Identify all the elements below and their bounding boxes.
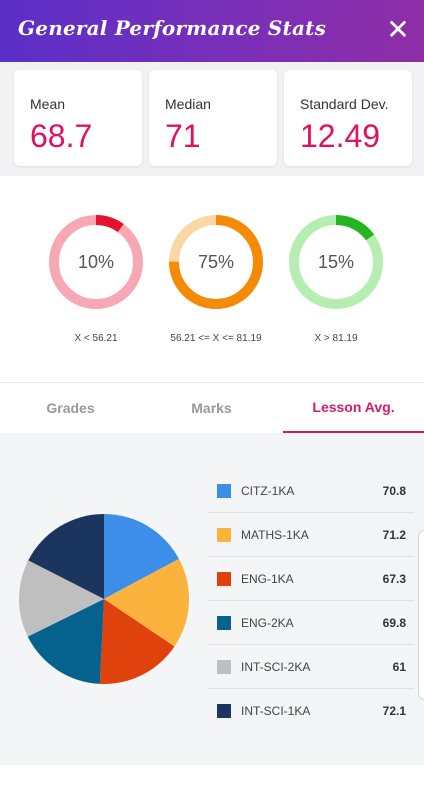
legend-swatch <box>217 483 231 498</box>
close-button[interactable]: ✕ <box>382 14 414 46</box>
legend-item-citz-1ka[interactable]: CITZ-1KA 70.8 <box>207 469 414 513</box>
pie-slice-eng-2ka[interactable] <box>27 599 104 684</box>
pie-slice-eng-1ka[interactable] <box>99 599 175 684</box>
legend-item-eng-1ka[interactable]: ENG-1KA 67.3 <box>207 557 414 601</box>
legend-label: MATHS-1KA <box>241 527 309 542</box>
pie-slice-citz-1ka[interactable] <box>104 514 179 599</box>
legend-swatch <box>217 571 231 586</box>
legend-label: ENG-2KA <box>241 615 294 630</box>
donut-high: 15% <box>288 214 384 310</box>
legend-value: 61 <box>392 659 406 674</box>
donut-low-percent: 10% <box>77 251 115 272</box>
legend-value: 67.3 <box>382 571 406 586</box>
legend-label: CITZ-1KA <box>241 483 295 498</box>
summary-stats: Mean 68.7 Median 71 Standard Dev. 12.49 <box>0 62 424 176</box>
pie-slice-int-sci-2ka[interactable] <box>19 560 104 637</box>
close-icon: ✕ <box>386 14 410 45</box>
donut-low-ring <box>49 215 143 309</box>
donut-mid-ring <box>169 215 263 309</box>
legend-swatch <box>217 704 231 718</box>
legend-item-eng-2ka[interactable]: ENG-2KA 69.8 <box>207 601 414 645</box>
page-title: General Performance Stats <box>18 16 327 40</box>
tab-lesson-avg[interactable]: Lesson Avg. <box>283 383 424 433</box>
median-value: 71 <box>165 118 201 154</box>
donut-high-ring <box>289 215 383 309</box>
tab-bar: Grades Marks Lesson Avg. <box>0 383 424 433</box>
donut-low: 10% <box>48 214 144 310</box>
legend-label: INT-SCI-2KA <box>241 659 311 674</box>
legend-label: ENG-1KA <box>241 571 294 586</box>
legend-swatch <box>217 659 231 674</box>
donut-mid-percent: 75% <box>197 251 235 272</box>
mean-label: Mean <box>30 96 66 112</box>
std-dev-label: Standard Dev. <box>300 96 389 112</box>
legend-swatch <box>217 527 231 542</box>
donut-high-percent: 15% <box>317 251 355 272</box>
tab-grades[interactable]: Grades <box>46 400 95 416</box>
pie-slice-int-sci-1ka[interactable] <box>28 514 105 599</box>
pie-legend: CITZ-1KA 70.8 MATHS-1KA 71.2 ENG-1KA 67.3 ENG-… <box>207 469 414 733</box>
legend-item-maths-1ka[interactable]: MATHS-1KA 71.2 <box>207 513 414 557</box>
legend-value: 72.1 <box>382 704 406 718</box>
section-divider <box>0 382 424 383</box>
median-label: Median <box>165 96 211 112</box>
lesson-avg-panel: CITZ-1KA 70.8 MATHS-1KA 71.2 ENG-1KA 67.3 ENG-… <box>0 433 424 765</box>
legend-item-int-sci-1ka[interactable]: INT-SCI-1KA 72.1 <box>207 689 414 733</box>
legend-value: 70.8 <box>382 483 406 498</box>
std-dev-card: Standard Dev. 12.49 <box>284 70 412 166</box>
lesson-avg-pie-chart <box>19 514 189 684</box>
legend-value: 69.8 <box>382 615 406 630</box>
donut-high-range: X > 81.19 <box>314 333 358 344</box>
median-card: Median 71 <box>149 70 277 166</box>
distribution-donuts: 10% X < 56.21 75% 56.21 <= X <= 81.19 15… <box>0 176 424 382</box>
std-dev-value: 12.49 <box>300 118 381 154</box>
mean-card: Mean 68.7 <box>14 70 142 166</box>
donut-mid-range: 56.21 <= X <= 81.19 <box>170 333 262 344</box>
legend-value: 71.2 <box>382 527 406 542</box>
header-bar: General Performance Stats ✕ <box>0 0 424 62</box>
legend-swatch <box>217 615 231 630</box>
donut-mid: 75% <box>168 214 264 310</box>
legend-item-int-sci-2ka[interactable]: INT-SCI-2KA 61 <box>207 645 414 689</box>
tab-marks[interactable]: Marks <box>191 400 232 416</box>
scroll-handle[interactable] <box>418 530 424 700</box>
mean-value: 68.7 <box>30 118 93 154</box>
pie-slice-maths-1ka[interactable] <box>104 558 189 647</box>
legend-label: INT-SCI-1KA <box>241 704 311 718</box>
donut-low-range: X < 56.21 <box>74 333 118 344</box>
